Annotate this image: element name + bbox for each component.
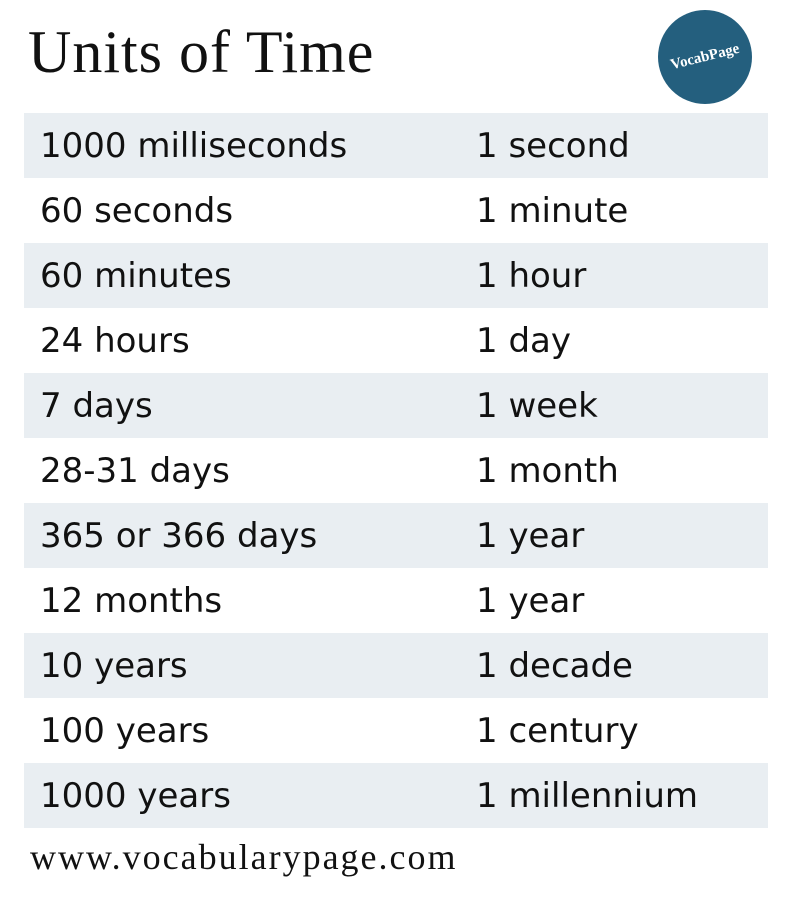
unit-cell: 1 month xyxy=(476,450,619,491)
quantity-cell: 28-31 days xyxy=(40,450,230,491)
quantity-cell: 1000 milliseconds xyxy=(40,125,348,166)
table-row: 24 hours 1 day xyxy=(24,308,768,373)
unit-cell: 1 year xyxy=(476,580,585,621)
table-row: 1000 years 1 millennium xyxy=(24,763,768,828)
logo-text: VocabPage xyxy=(668,40,741,73)
title: Units of Time xyxy=(28,19,375,85)
quantity-cell: 24 hours xyxy=(40,320,190,361)
quantity-cell: 60 minutes xyxy=(40,255,232,296)
unit-cell: 1 millennium xyxy=(476,775,699,816)
unit-cell: 1 year xyxy=(476,515,585,556)
quantity-cell: 100 years xyxy=(40,710,210,751)
table-row: 100 years 1 century xyxy=(24,698,768,763)
table-row: 12 months 1 year xyxy=(24,568,768,633)
unit-cell: 1 week xyxy=(476,385,598,426)
unit-cell: 1 minute xyxy=(476,190,629,231)
quantity-cell: 10 years xyxy=(40,645,188,686)
unit-cell: 1 hour xyxy=(476,255,587,296)
footer-url: www.vocabularypage.com xyxy=(30,837,458,877)
unit-cell: 1 second xyxy=(476,125,630,166)
unit-cell: 1 century xyxy=(476,710,639,751)
table-row: 10 years 1 decade xyxy=(24,633,768,698)
unit-cell: 1 decade xyxy=(476,645,633,686)
table-row: 60 minutes 1 hour xyxy=(24,243,768,308)
table-row: 7 days 1 week xyxy=(24,373,768,438)
table: 1000 milliseconds 1 second 60 seconds 1 min… xyxy=(24,113,768,828)
table-row: 365 or 366 days 1 year xyxy=(24,503,768,568)
logo: VocabPage xyxy=(658,10,752,104)
quantity-cell: 1000 years xyxy=(40,775,231,816)
table-row: 1000 milliseconds 1 second xyxy=(24,113,768,178)
quantity-cell: 365 or 366 days xyxy=(40,515,318,556)
quantity-cell: 60 seconds xyxy=(40,190,234,231)
unit-cell: 1 day xyxy=(476,320,571,361)
table-row: 60 seconds 1 minute xyxy=(24,178,768,243)
quantity-cell: 12 months xyxy=(40,580,223,621)
table-row: 28-31 days 1 month xyxy=(24,438,768,503)
quantity-cell: 7 days xyxy=(40,385,153,426)
